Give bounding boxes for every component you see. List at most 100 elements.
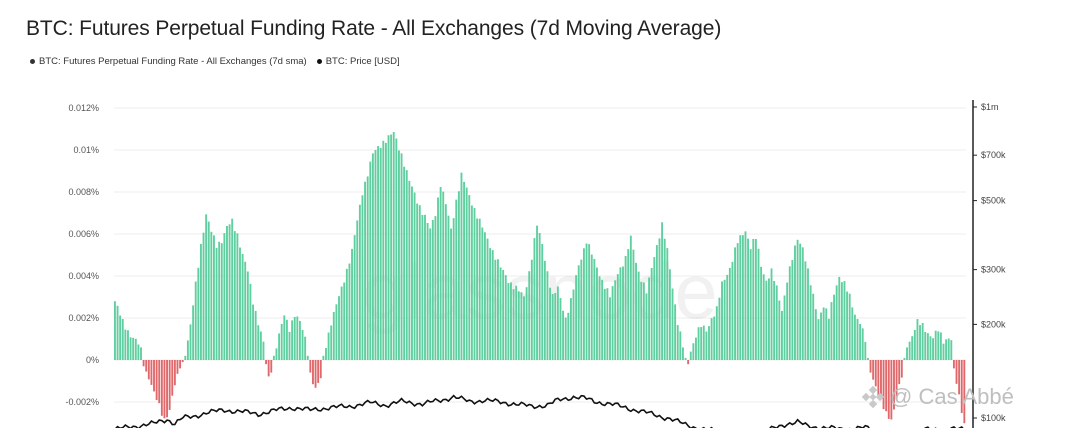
funding-rate-bar — [872, 360, 875, 380]
funding-rate-bar — [835, 285, 838, 360]
funding-rate-bar — [421, 215, 424, 360]
funding-rate-bar — [588, 244, 591, 360]
funding-rate-bar — [241, 253, 244, 360]
left-tick-label: -0.002% — [65, 397, 99, 407]
funding-rate-bar — [210, 231, 213, 360]
funding-rate-bar — [491, 250, 494, 360]
funding-rate-bar — [895, 360, 898, 400]
right-tick-label: $500k — [981, 196, 1006, 206]
funding-rate-bar — [864, 341, 867, 360]
funding-rate-bar — [330, 325, 333, 360]
legend-dot-icon — [30, 59, 35, 64]
funding-rate-bar — [900, 360, 903, 378]
right-tick-label: $100k — [981, 413, 1006, 423]
funding-rate-bar — [765, 280, 768, 360]
funding-rate-bar — [538, 232, 541, 360]
funding-rate-bar — [257, 325, 260, 360]
funding-rate-bar — [171, 360, 174, 396]
funding-rate-bar — [384, 142, 387, 360]
funding-rate-bar — [205, 214, 208, 360]
funding-rate-bar — [640, 281, 643, 360]
funding-rate-bar — [137, 344, 140, 360]
funding-rate-bar — [489, 248, 492, 360]
funding-rate-bar — [663, 238, 666, 360]
funding-rate-bar — [809, 285, 812, 360]
funding-rate-bar — [932, 338, 935, 360]
funding-rate-bar — [684, 357, 687, 360]
funding-rate-bar — [838, 276, 841, 360]
funding-rate-bar — [645, 293, 648, 360]
funding-rate-bar — [812, 293, 815, 360]
right-axis: $1m $700k $500k $300k $200k $100k — [973, 102, 1006, 423]
funding-rate-bar — [885, 360, 888, 412]
funding-rate-bar — [374, 149, 377, 360]
funding-rate-bar — [924, 332, 927, 360]
funding-rate-bar — [249, 283, 252, 360]
funding-rate-bar — [661, 222, 664, 360]
funding-rate-bar — [952, 360, 955, 369]
funding-rate-bar — [606, 288, 609, 360]
funding-rate-bar — [619, 267, 622, 360]
funding-rate-bar — [403, 166, 406, 360]
funding-rate-bar — [481, 227, 484, 360]
funding-rate-bar — [160, 360, 163, 416]
funding-rate-bar — [259, 331, 262, 360]
funding-rate-bar — [596, 267, 598, 360]
funding-rate-bar — [121, 319, 124, 360]
funding-rate-bar — [465, 187, 468, 360]
funding-rate-bar — [145, 360, 148, 372]
funding-rate-bar — [569, 298, 572, 360]
funding-rate-bar — [554, 292, 557, 360]
funding-rate-bar — [890, 360, 893, 420]
funding-rate-bar — [327, 332, 330, 360]
legend-item-funding-rate[interactable]: BTC: Futures Perpetual Funding Rate - Al… — [30, 56, 307, 67]
funding-rate-bar — [142, 360, 145, 367]
funding-rate-bar — [791, 260, 794, 360]
right-tick-label: $700k — [981, 150, 1006, 160]
funding-rate-bar — [786, 282, 789, 360]
funding-rate-bar — [825, 308, 828, 360]
funding-rate-bar — [155, 360, 158, 401]
funding-rate-bar — [176, 360, 179, 374]
funding-rate-bar — [426, 222, 429, 360]
funding-rate-bar — [773, 281, 776, 360]
funding-rate-bar — [429, 228, 432, 360]
funding-rate-bar — [387, 135, 390, 360]
funding-rate-bar — [134, 338, 137, 360]
funding-rate-bar — [293, 316, 296, 360]
funding-rate-bar — [635, 262, 637, 360]
funding-rate-bar — [736, 243, 739, 360]
funding-rate-bar — [181, 360, 184, 363]
legend-item-price[interactable]: BTC: Price [USD] — [316, 56, 400, 67]
funding-rate-bar — [950, 340, 953, 360]
funding-rate-bar — [220, 243, 223, 360]
right-tick-label: $300k — [981, 265, 1006, 275]
funding-rate-bar — [840, 282, 843, 360]
funding-rate-bar — [671, 288, 674, 360]
funding-rate-bar — [499, 267, 502, 360]
chart-title: BTC: Futures Perpetual Funding Rate - Al… — [26, 17, 722, 40]
funding-rate-bar — [296, 316, 299, 360]
funding-rate-bar — [757, 248, 760, 360]
funding-rate-bar — [280, 323, 283, 360]
funding-rate-bar — [585, 243, 588, 360]
funding-rate-bar — [695, 337, 697, 360]
funding-rate-bar — [827, 318, 830, 360]
funding-rate-bar — [364, 181, 367, 360]
funding-rate-bar — [593, 258, 596, 360]
funding-rate-bar — [343, 282, 346, 360]
funding-rate-bar — [666, 248, 669, 360]
legend-label-price: BTC: Price [USD] — [325, 56, 400, 67]
funding-rate-bar — [215, 247, 218, 360]
funding-rate-bar — [132, 337, 135, 360]
funding-rate-bar — [942, 343, 945, 360]
funding-rate-bar — [609, 297, 611, 360]
funding-rate-bar — [687, 360, 690, 365]
funding-rate-bar — [739, 235, 742, 360]
funding-rate-bar — [582, 248, 585, 360]
funding-rate-bar — [288, 331, 291, 360]
funding-rate-bar — [447, 215, 450, 360]
funding-rate-bar — [478, 218, 481, 360]
funding-rate-bar — [760, 266, 763, 360]
funding-rate-bar — [721, 281, 723, 360]
